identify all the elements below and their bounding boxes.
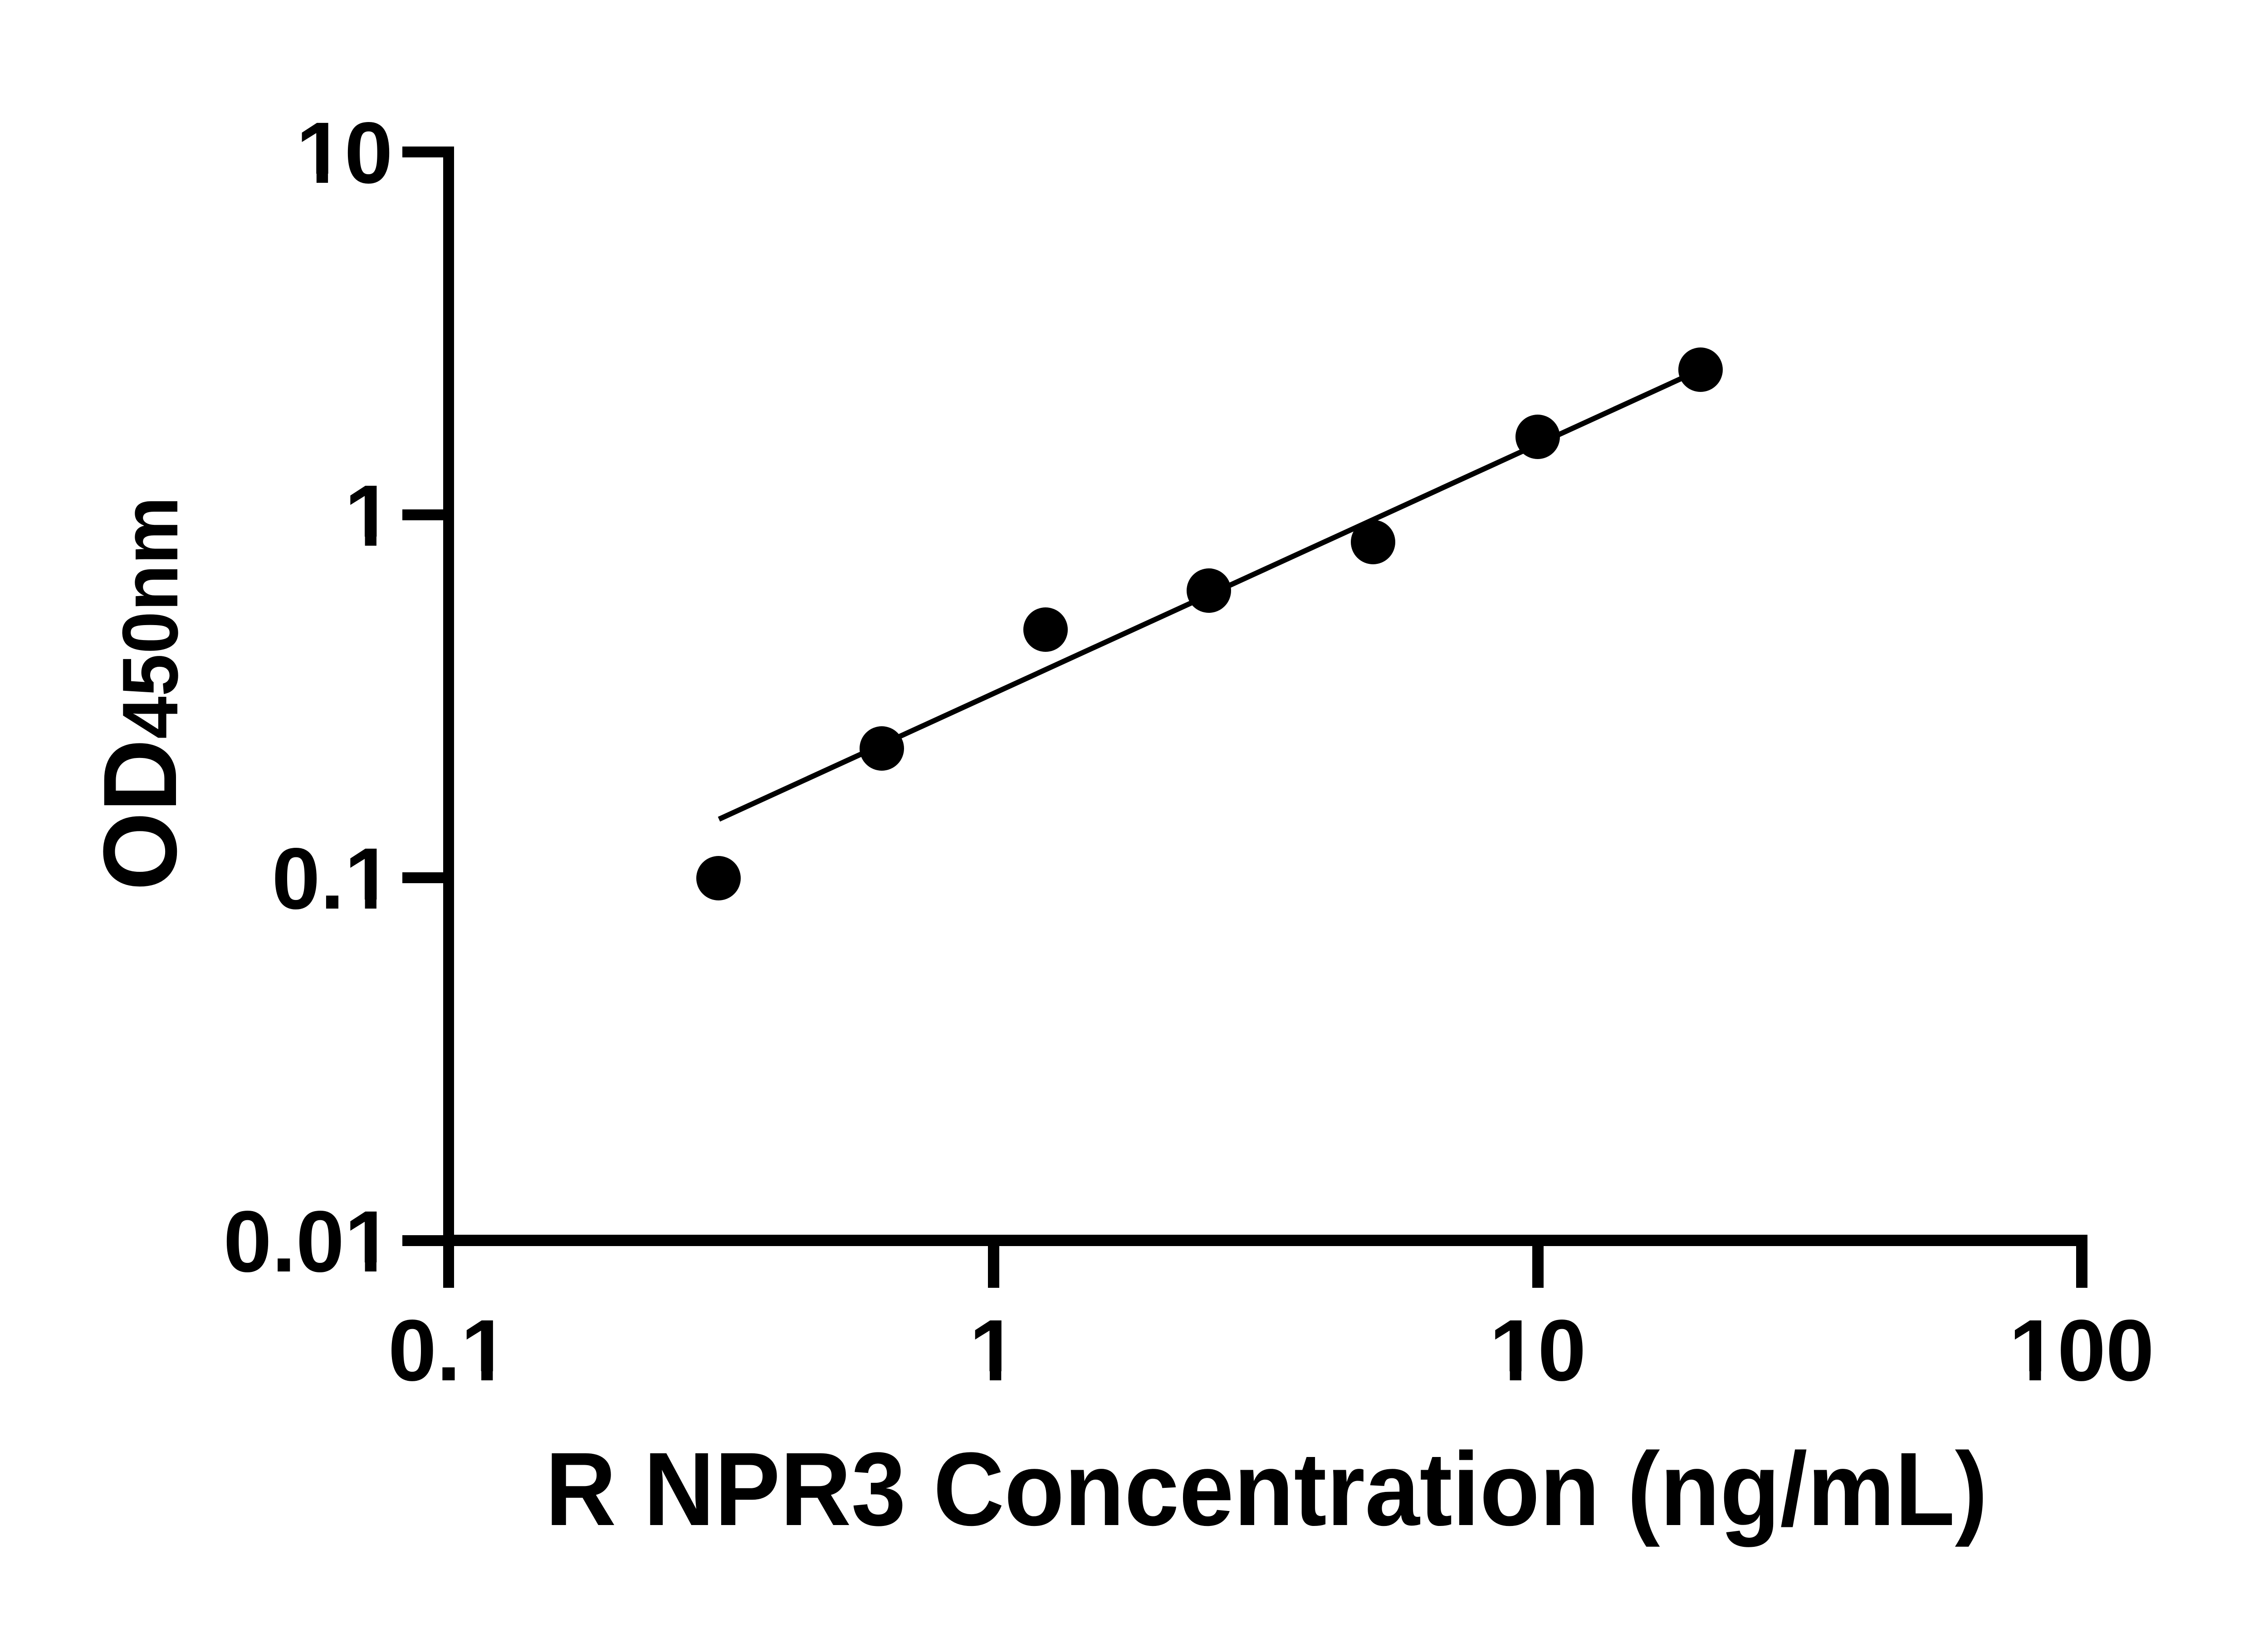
svg-text:R NPR3 Concentration (ng/mL): R NPR3 Concentration (ng/mL) (545, 1431, 1988, 1547)
svg-text:0.1: 0.1 (272, 830, 393, 927)
svg-text:0.01: 0.01 (223, 1193, 393, 1290)
svg-text:OD450nm: OD450nm (82, 497, 198, 891)
svg-text:0.1: 0.1 (388, 1301, 509, 1399)
svg-text:1: 1 (969, 1301, 1018, 1399)
svg-text:10: 10 (296, 104, 393, 201)
svg-text:10: 10 (1489, 1301, 1586, 1399)
svg-text:100: 100 (2009, 1301, 2154, 1399)
svg-text:1: 1 (344, 467, 393, 564)
